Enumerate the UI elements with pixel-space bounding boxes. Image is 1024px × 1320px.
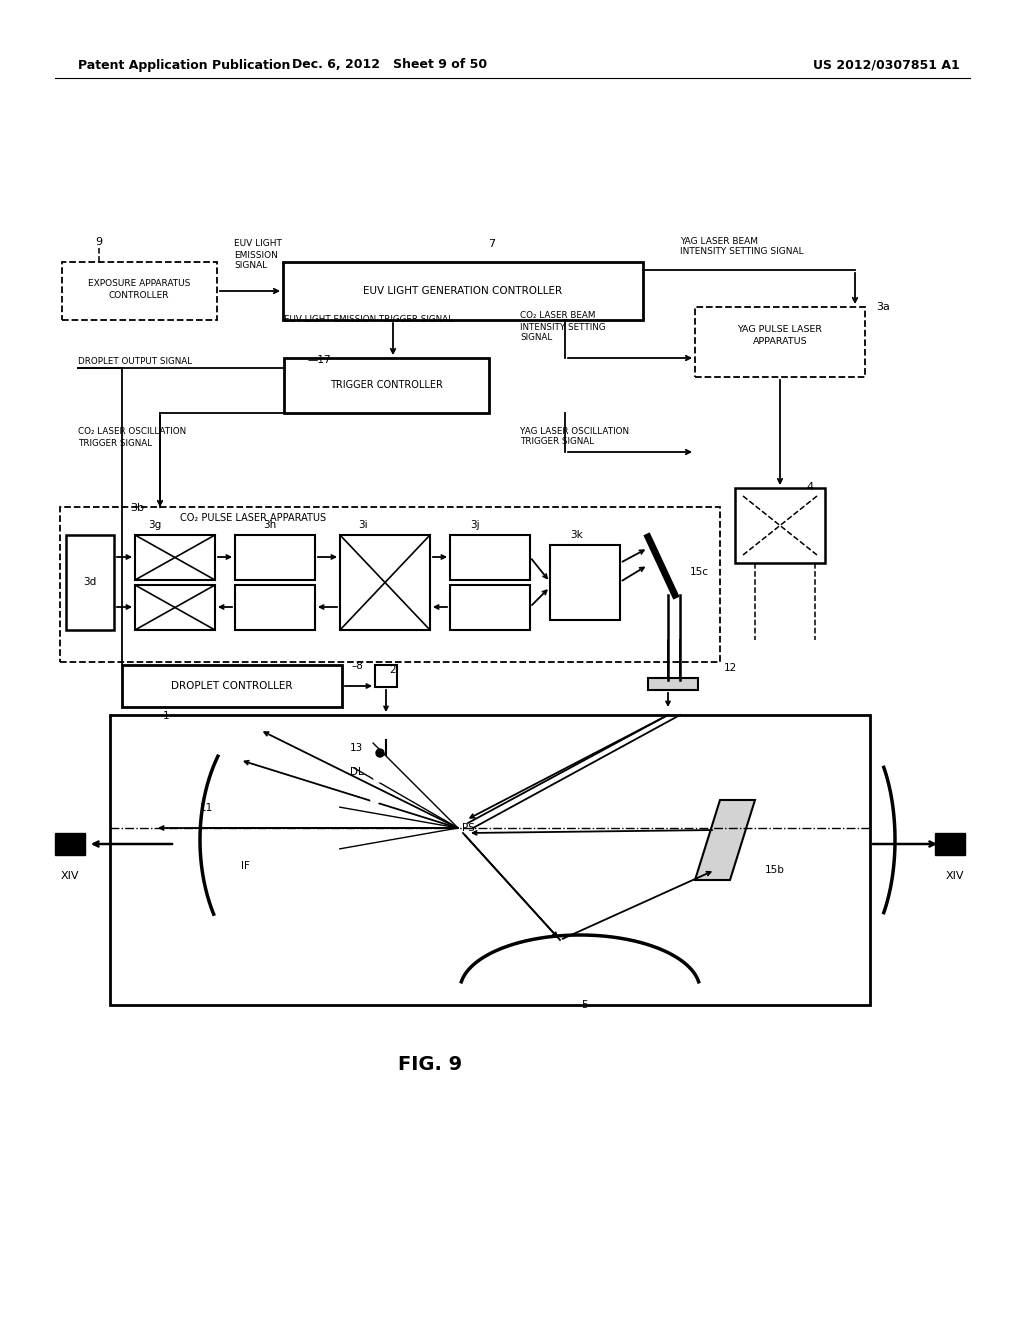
Text: XIV: XIV xyxy=(60,871,79,880)
Bar xyxy=(284,358,489,413)
Text: 3h: 3h xyxy=(263,520,276,531)
Text: TRIGGER SIGNAL: TRIGGER SIGNAL xyxy=(78,438,153,447)
Text: EUV LIGHT EMISSION TRIGGER SIGNAL: EUV LIGHT EMISSION TRIGGER SIGNAL xyxy=(284,314,453,323)
Bar xyxy=(55,833,85,855)
Text: XIV: XIV xyxy=(946,871,965,880)
Text: 5: 5 xyxy=(582,1001,589,1010)
Text: TRIGGER CONTROLLER: TRIGGER CONTROLLER xyxy=(330,380,442,389)
Text: Patent Application Publication: Patent Application Publication xyxy=(78,58,291,71)
Text: INTENSITY SETTING: INTENSITY SETTING xyxy=(520,322,605,331)
Bar xyxy=(450,535,530,579)
Text: DROPLET OUTPUT SIGNAL: DROPLET OUTPUT SIGNAL xyxy=(78,356,193,366)
Text: 7: 7 xyxy=(488,239,496,249)
Text: 3i: 3i xyxy=(358,520,368,531)
Text: 3g: 3g xyxy=(148,520,161,531)
Text: 2: 2 xyxy=(390,665,396,675)
Bar xyxy=(135,585,215,630)
Text: DL: DL xyxy=(350,767,364,777)
Text: DROPLET CONTROLLER: DROPLET CONTROLLER xyxy=(171,681,293,690)
Text: CO₂ LASER BEAM: CO₂ LASER BEAM xyxy=(520,312,595,321)
Bar xyxy=(60,507,720,663)
Text: CO₂ PULSE LASER APPARATUS: CO₂ PULSE LASER APPARATUS xyxy=(180,513,326,523)
Text: INTENSITY SETTING SIGNAL: INTENSITY SETTING SIGNAL xyxy=(680,248,804,256)
Text: CONTROLLER: CONTROLLER xyxy=(109,290,169,300)
Bar xyxy=(135,535,215,579)
Bar xyxy=(234,585,315,630)
Bar xyxy=(122,665,342,708)
Bar xyxy=(66,535,114,630)
Text: SIGNAL: SIGNAL xyxy=(234,261,267,271)
Bar xyxy=(375,665,397,686)
Text: 11: 11 xyxy=(200,803,213,813)
Text: EMISSION: EMISSION xyxy=(234,251,278,260)
Text: 15b: 15b xyxy=(765,865,784,875)
Text: –8: –8 xyxy=(351,661,362,671)
Text: 12: 12 xyxy=(723,663,736,673)
Bar xyxy=(550,545,620,620)
Text: US 2012/0307851 A1: US 2012/0307851 A1 xyxy=(813,58,961,71)
Text: Dec. 6, 2012   Sheet 9 of 50: Dec. 6, 2012 Sheet 9 of 50 xyxy=(293,58,487,71)
Text: 15c: 15c xyxy=(690,568,709,577)
Text: YAG PULSE LASER: YAG PULSE LASER xyxy=(737,325,822,334)
Text: 3k: 3k xyxy=(570,531,583,540)
Text: 1: 1 xyxy=(163,711,170,721)
Circle shape xyxy=(371,796,379,804)
Text: 13: 13 xyxy=(350,743,364,752)
Text: EUV LIGHT GENERATION CONTROLLER: EUV LIGHT GENERATION CONTROLLER xyxy=(364,286,562,296)
Bar xyxy=(695,308,865,378)
Text: CO₂ LASER OSCILLATION: CO₂ LASER OSCILLATION xyxy=(78,428,186,437)
Bar xyxy=(110,715,870,1005)
Text: YAG LASER BEAM: YAG LASER BEAM xyxy=(680,236,758,246)
Text: 3a: 3a xyxy=(876,302,890,312)
Bar xyxy=(340,535,430,630)
Bar xyxy=(648,678,698,690)
Bar xyxy=(450,585,530,630)
Text: 4: 4 xyxy=(807,482,813,492)
Text: 9: 9 xyxy=(95,238,102,247)
Text: APPARATUS: APPARATUS xyxy=(753,338,807,346)
Bar xyxy=(935,833,965,855)
Text: EXPOSURE APPARATUS: EXPOSURE APPARATUS xyxy=(88,279,190,288)
Bar xyxy=(234,535,315,579)
Bar xyxy=(62,261,217,319)
Text: SIGNAL: SIGNAL xyxy=(520,334,552,342)
Text: TRIGGER SIGNAL: TRIGGER SIGNAL xyxy=(520,437,594,446)
Text: IF: IF xyxy=(241,861,250,871)
Circle shape xyxy=(376,748,384,756)
Text: 3j: 3j xyxy=(470,520,479,531)
Text: YAG LASER OSCILLATION: YAG LASER OSCILLATION xyxy=(520,426,629,436)
Text: 3b: 3b xyxy=(130,503,144,513)
Bar xyxy=(735,488,825,564)
Bar xyxy=(283,261,643,319)
Text: EUV LIGHT: EUV LIGHT xyxy=(234,239,282,248)
Text: 3d: 3d xyxy=(83,577,96,587)
Text: —17: —17 xyxy=(308,355,332,366)
Text: PS: PS xyxy=(462,822,475,833)
Text: FIG. 9: FIG. 9 xyxy=(398,1056,462,1074)
Circle shape xyxy=(374,774,382,781)
Polygon shape xyxy=(695,800,755,880)
